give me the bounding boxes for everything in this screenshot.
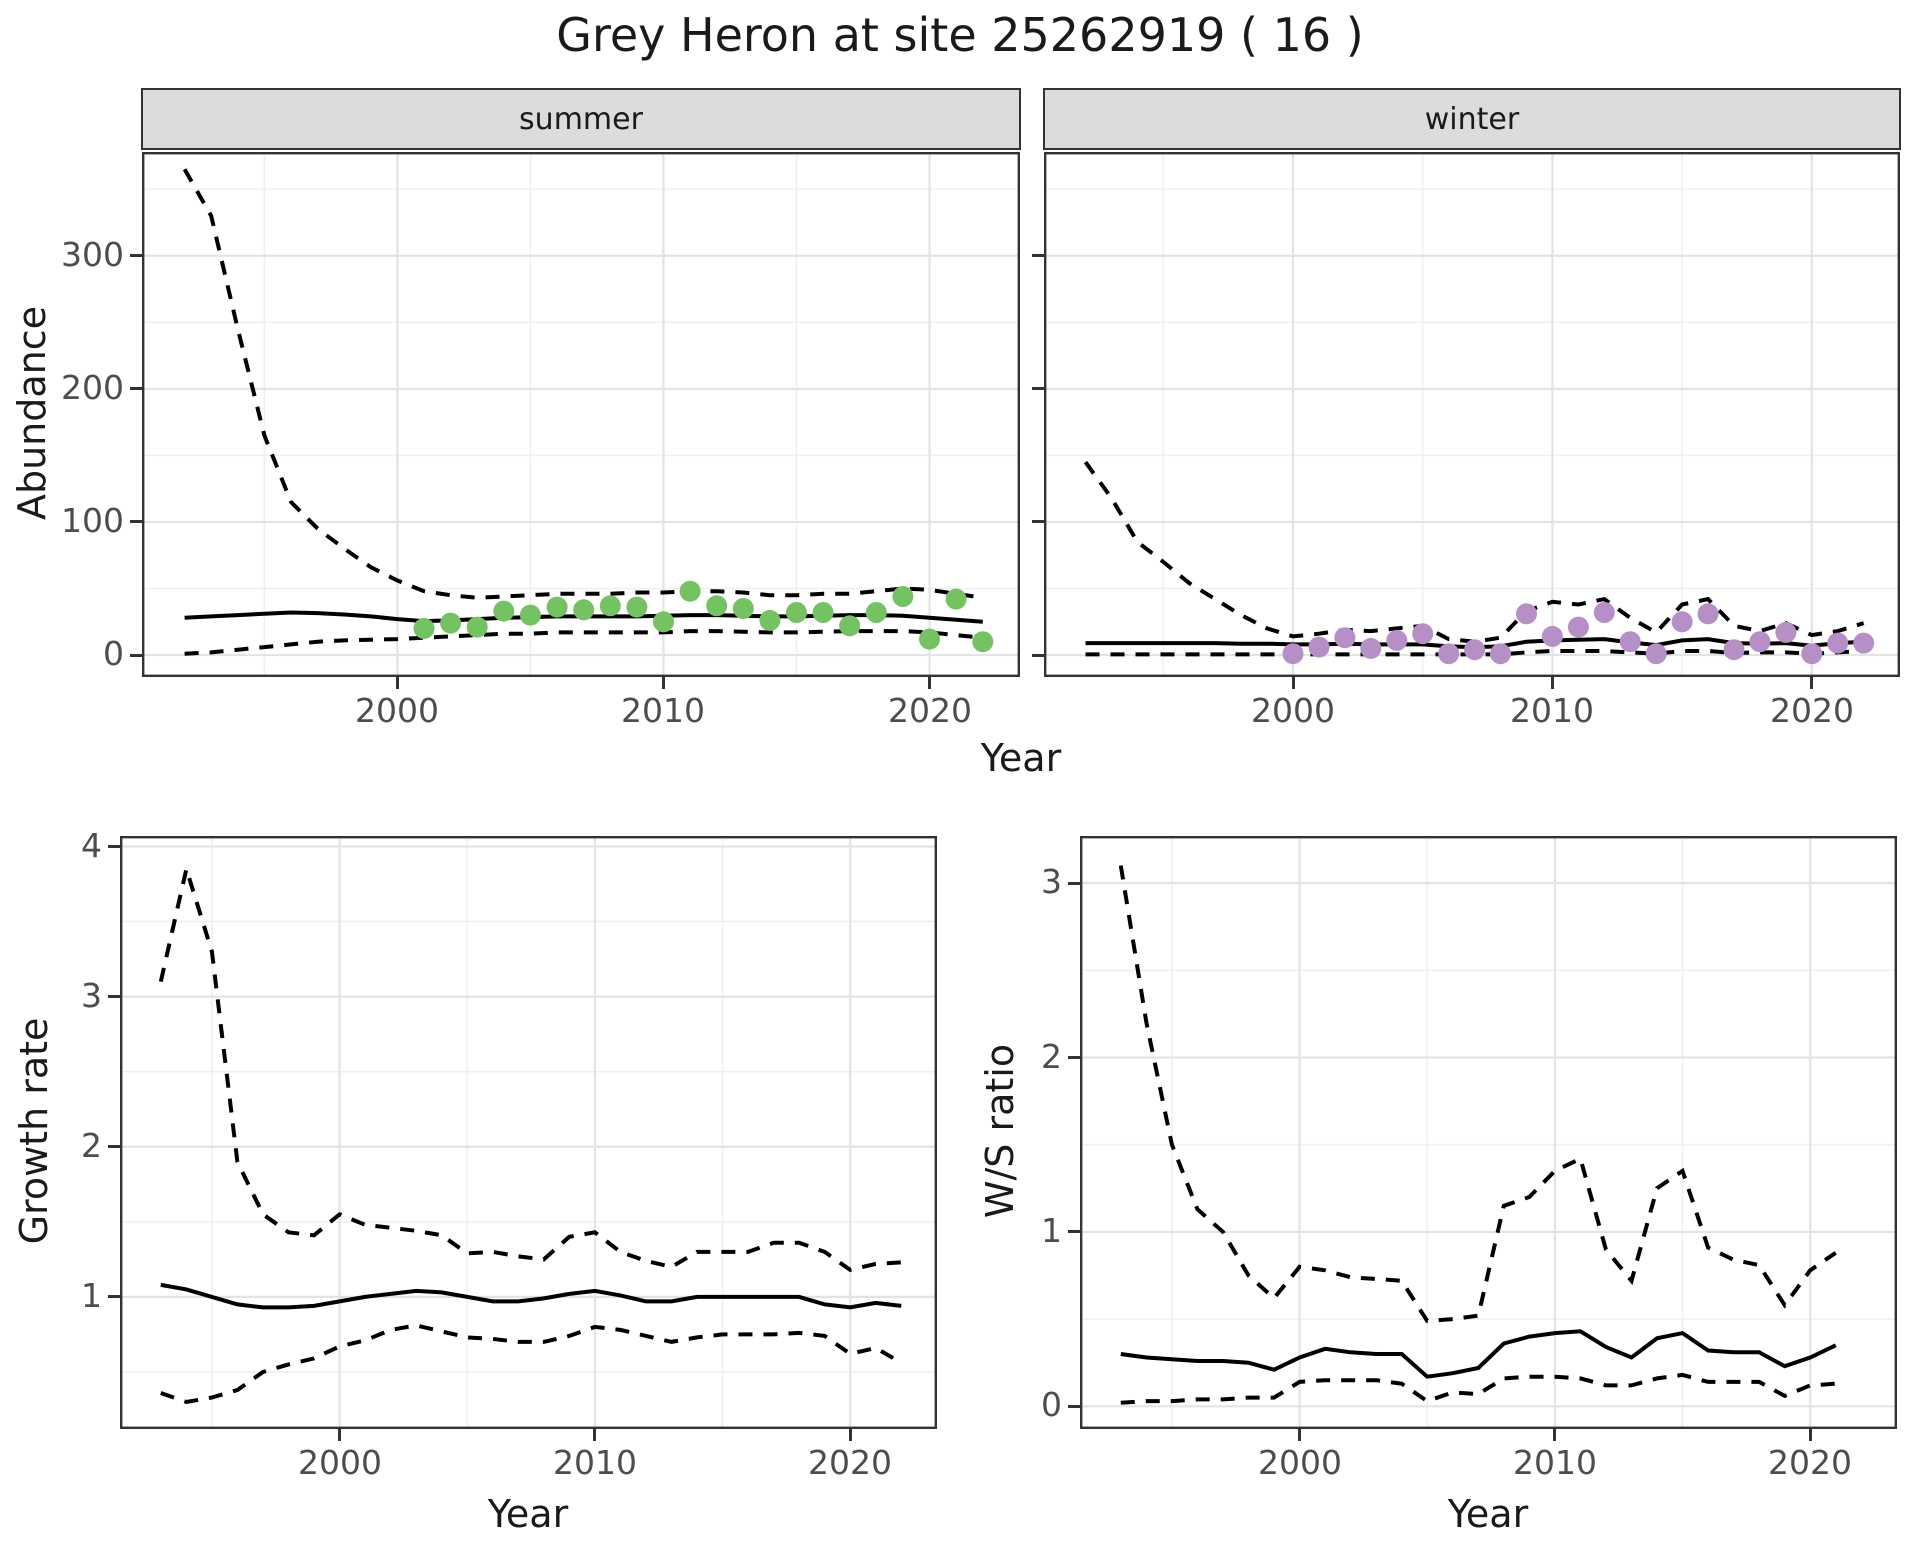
y-tick-mark	[108, 995, 120, 998]
gridlines	[1080, 836, 1897, 1429]
x-tick-label: 2010	[1513, 1443, 1597, 1482]
x-tick-mark	[593, 1429, 596, 1441]
x-tick-label: 2010	[1510, 691, 1594, 730]
x-axis-title-year-bottom-left: Year	[487, 1492, 569, 1536]
y-tick-label: 2	[81, 1126, 102, 1165]
panel-border	[120, 836, 937, 1429]
y-tick-label: 1	[1041, 1211, 1062, 1250]
x-tick-label: 2000	[1258, 1443, 1342, 1482]
x-tick-mark	[662, 677, 665, 689]
x-tick-label: 2020	[1770, 691, 1854, 730]
x-tick-mark	[1810, 677, 1813, 689]
y-tick-mark	[108, 1145, 120, 1148]
panel-growth_rate	[120, 836, 937, 1429]
x-axis-title-year-bottom-right: Year	[1447, 1492, 1529, 1536]
panel-border	[1080, 836, 1897, 1429]
y-tick-mark	[130, 387, 142, 390]
y-tick-mark	[1068, 1230, 1080, 1233]
y-tick-label: 300	[61, 235, 124, 274]
abundance_summer-observed-points	[413, 580, 994, 653]
y-tick-mark	[1032, 654, 1044, 657]
x-tick-label: 2000	[298, 1443, 382, 1482]
gridlines	[142, 152, 1020, 677]
growth_rate-lower-ci	[160, 1323, 903, 1405]
facet-strip-summer: summer	[141, 88, 1021, 150]
panel-ws_ratio	[1080, 836, 1897, 1429]
x-tick-mark	[1292, 677, 1295, 689]
x-tick-label: 2010	[553, 1443, 637, 1482]
x-tick-label: 2020	[808, 1443, 892, 1482]
y-tick-mark	[130, 520, 142, 523]
x-tick-mark	[1553, 1429, 1556, 1441]
x-axis-title-year-top: Year	[980, 736, 1062, 780]
y-tick-label: 0	[1041, 1385, 1062, 1424]
y-tick-mark	[130, 654, 142, 657]
y-tick-label: 4	[81, 826, 102, 865]
panel-border	[1044, 152, 1900, 677]
figure-title: Grey Heron at site 25262919 ( 16 )	[556, 8, 1364, 62]
facet-strip-winter: winter	[1043, 88, 1901, 150]
x-tick-label: 2000	[355, 691, 439, 730]
facet-strip-label: winter	[1424, 101, 1520, 137]
x-tick-mark	[928, 677, 931, 689]
x-tick-mark	[396, 677, 399, 689]
y-tick-mark	[1032, 520, 1044, 523]
y-axis-title-ws-ratio: W/S ratio	[978, 1043, 1022, 1219]
y-tick-label: 100	[61, 501, 124, 540]
y-tick-mark	[1032, 387, 1044, 390]
y-tick-mark	[1032, 254, 1044, 257]
abundance_summer-lower-ci	[184, 629, 983, 656]
facet-strip-label: summer	[519, 101, 643, 137]
y-tick-label: 3	[1041, 862, 1062, 901]
x-tick-label: 2020	[888, 691, 972, 730]
y-tick-mark	[1068, 1405, 1080, 1408]
panel-abundance_winter	[1044, 152, 1900, 677]
y-tick-mark	[130, 254, 142, 257]
y-tick-label: 1	[81, 1276, 102, 1315]
panel-border	[142, 152, 1020, 677]
x-tick-mark	[849, 1429, 852, 1441]
y-tick-label: 2	[1041, 1037, 1062, 1076]
y-tick-label: 200	[61, 368, 124, 407]
x-tick-label: 2010	[621, 691, 705, 730]
y-tick-mark	[1068, 1056, 1080, 1059]
x-tick-mark	[1551, 677, 1554, 689]
growth_rate-upper-ci	[158, 861, 902, 1273]
y-tick-mark	[1068, 882, 1080, 885]
x-tick-label: 2020	[1768, 1443, 1852, 1482]
x-tick-mark	[1809, 1429, 1812, 1441]
x-tick-label: 2000	[1251, 691, 1335, 730]
x-tick-mark	[1298, 1429, 1301, 1441]
y-tick-mark	[108, 1295, 120, 1298]
panel-abundance_summer	[142, 152, 1020, 677]
y-tick-label: 0	[103, 634, 124, 673]
ws_ratio-fitted-mean	[1120, 1329, 1837, 1379]
abundance_summer-upper-ci	[182, 168, 984, 600]
y-tick-label: 3	[81, 976, 102, 1015]
x-tick-mark	[338, 1429, 341, 1441]
growth_rate-fitted-mean	[160, 1282, 902, 1310]
y-tick-mark	[108, 845, 120, 848]
abundance_winter-observed-points	[1282, 602, 1875, 665]
abundance_winter-lower-ci	[1085, 649, 1864, 657]
y-axis-title-abundance: Abundance	[10, 305, 54, 521]
